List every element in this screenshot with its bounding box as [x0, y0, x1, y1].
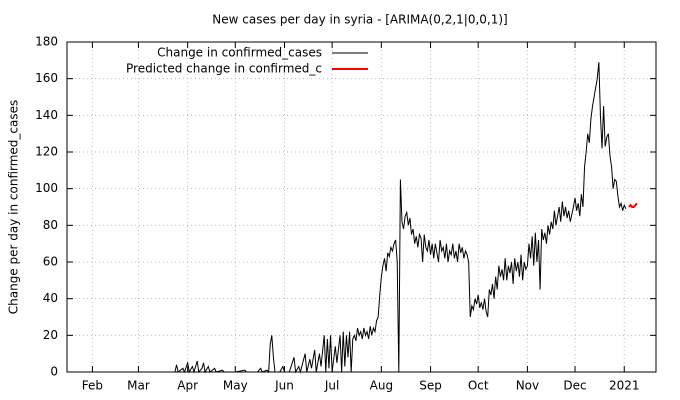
x-tick-label: May	[223, 379, 248, 393]
x-tick-label: Aug	[370, 379, 393, 393]
legend-label: Change in confirmed_cases	[157, 46, 322, 60]
plot-border	[66, 41, 657, 373]
y-tick-label: 140	[35, 108, 58, 122]
x-tick-label: Jul	[324, 379, 339, 393]
y-tick-label: 100	[35, 181, 58, 195]
y-tick-label: 80	[43, 218, 58, 232]
x-tick-label: Feb	[82, 379, 103, 393]
y-axis-label: Change per day in confirmed_cases	[7, 100, 21, 315]
y-tick-label: 20	[43, 328, 58, 342]
x-tick-label: Nov	[516, 379, 539, 393]
series-line	[171, 62, 627, 374]
y-tick-label: 160	[35, 71, 58, 85]
x-tick-label: Mar	[127, 379, 150, 393]
x-tick-label: Apr	[177, 379, 198, 393]
chart-title: New cases per day in syria - [ARIMA(0,2,…	[212, 13, 507, 27]
y-tick-label: 0	[50, 365, 58, 379]
x-tick-label: Oct	[468, 379, 489, 393]
y-tick-label: 40	[43, 291, 58, 305]
x-tick-label: 2021	[609, 379, 640, 393]
y-tick-label: 60	[43, 255, 58, 269]
x-tick-label: Sep	[419, 379, 442, 393]
y-tick-label: 180	[35, 35, 58, 49]
series-line	[628, 202, 638, 208]
y-tick-label: 120	[35, 145, 58, 159]
legend-label: Predicted change in confirmed_c	[126, 62, 322, 76]
x-tick-label: Jun	[274, 379, 294, 393]
x-tick-label: Dec	[563, 379, 586, 393]
